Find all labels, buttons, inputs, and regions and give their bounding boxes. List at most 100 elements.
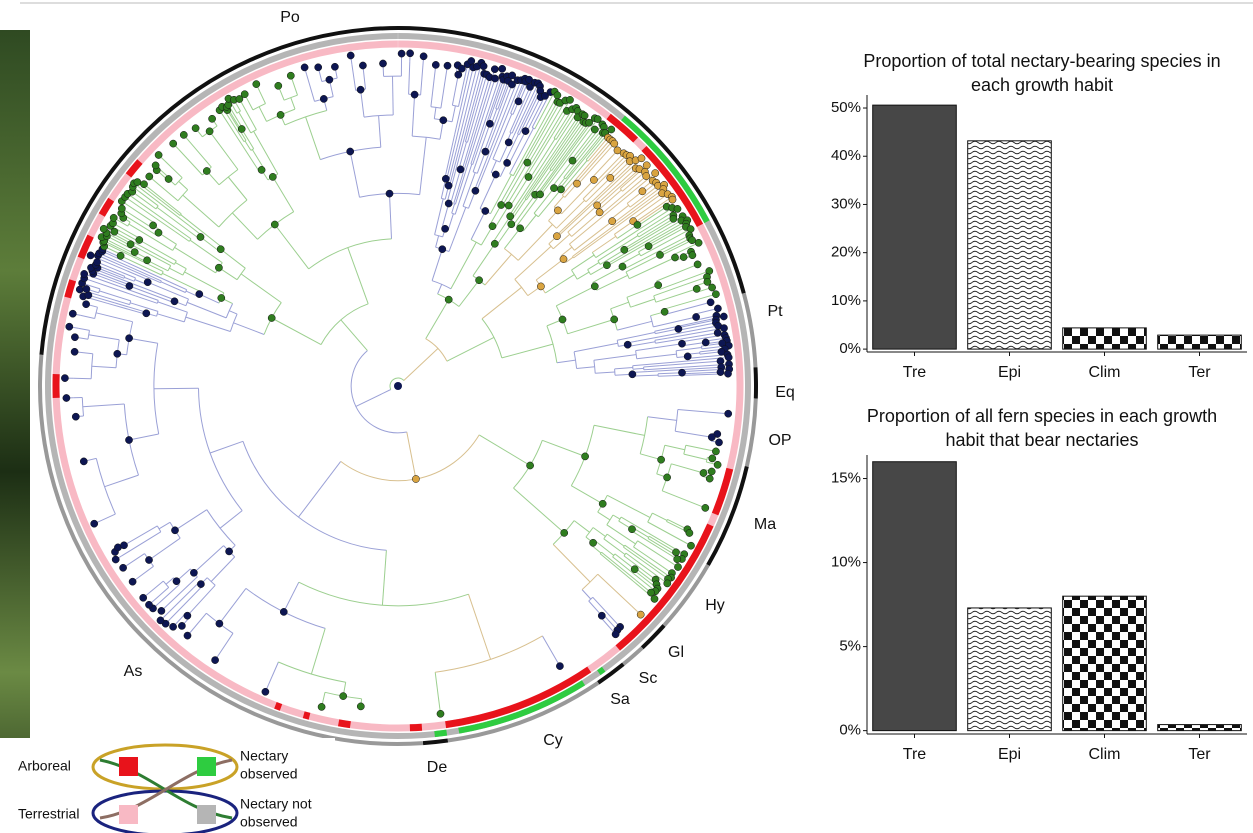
branch [179,213,182,216]
branch [158,584,180,604]
branch [169,281,187,291]
habit-ring-segment [641,145,704,228]
branch [546,325,558,363]
tree-node [458,64,466,73]
branch [659,272,704,290]
branch [470,144,478,165]
tree-node [300,63,309,72]
tree-node [724,369,732,378]
branch [164,200,182,215]
branch [552,110,568,135]
tree-node [110,227,119,236]
branch [636,212,672,235]
branch [683,445,687,455]
tree-root [394,382,402,390]
branch [148,537,181,561]
branch [135,193,157,210]
branch [174,246,216,274]
branch [610,301,629,310]
branch [597,511,611,521]
branch [448,207,467,252]
tree-node [431,61,440,69]
tree-node [673,205,682,213]
branch [569,216,603,245]
branch [573,157,642,222]
tree-node [715,438,723,447]
branch [664,444,685,451]
branch [492,158,501,163]
branch [455,66,485,172]
branch [506,161,534,205]
branch [468,594,492,660]
branch [126,553,145,566]
branch [663,295,711,310]
branch [229,107,244,129]
branch [340,434,480,482]
branch [599,249,625,265]
tree-node [671,253,679,262]
branch [187,584,216,617]
branch [626,297,631,308]
branch [470,210,486,240]
branch [591,252,597,258]
branch [574,220,613,251]
branch [641,560,669,580]
x-tick-label: Epi [998,364,1021,381]
tree-node [692,285,701,293]
branch [603,538,626,555]
clade-arc [662,563,710,627]
branch [538,164,561,195]
branch [227,176,248,201]
branch [620,253,640,265]
tree-node [628,370,637,379]
branch [492,216,511,243]
branch [310,628,326,675]
branch [567,205,598,233]
branch [610,204,630,220]
branch [705,457,708,463]
branch [674,409,679,432]
branch [677,319,715,329]
branch [478,74,488,102]
branch [189,239,223,264]
branch [574,342,618,353]
branch [156,300,159,304]
tree-node [630,565,639,574]
tree-node [668,195,677,204]
nectary-ring-segment [458,680,586,734]
tree-node [581,452,589,461]
branch [517,224,553,261]
clade-arc [744,398,758,467]
clade-label: Hy [705,597,725,614]
branch [268,661,279,685]
branch [484,76,503,130]
bar-chart: 0% 5% 10% 15% Tre Epi Clim Ter [831,455,1247,763]
branch [584,188,664,248]
branch [218,169,239,186]
branch [118,220,128,227]
branch [412,135,441,140]
branch [526,95,546,132]
tree-node [356,85,365,94]
branch [123,525,158,546]
branch [691,371,721,374]
branch [601,551,637,582]
branch [446,127,460,180]
branch [476,68,503,145]
branch [526,133,554,177]
branch [630,298,655,308]
tree-node [699,469,708,477]
branch [682,341,706,347]
branch [210,556,236,582]
tree-node [523,158,532,167]
branch [431,249,443,281]
branch [639,207,673,230]
branch [622,544,626,548]
clade-arc [39,26,746,355]
branch [134,270,161,284]
branch [523,214,537,232]
branch [563,159,636,229]
tree-node [598,499,607,508]
branch [490,160,497,173]
branch [561,160,588,191]
